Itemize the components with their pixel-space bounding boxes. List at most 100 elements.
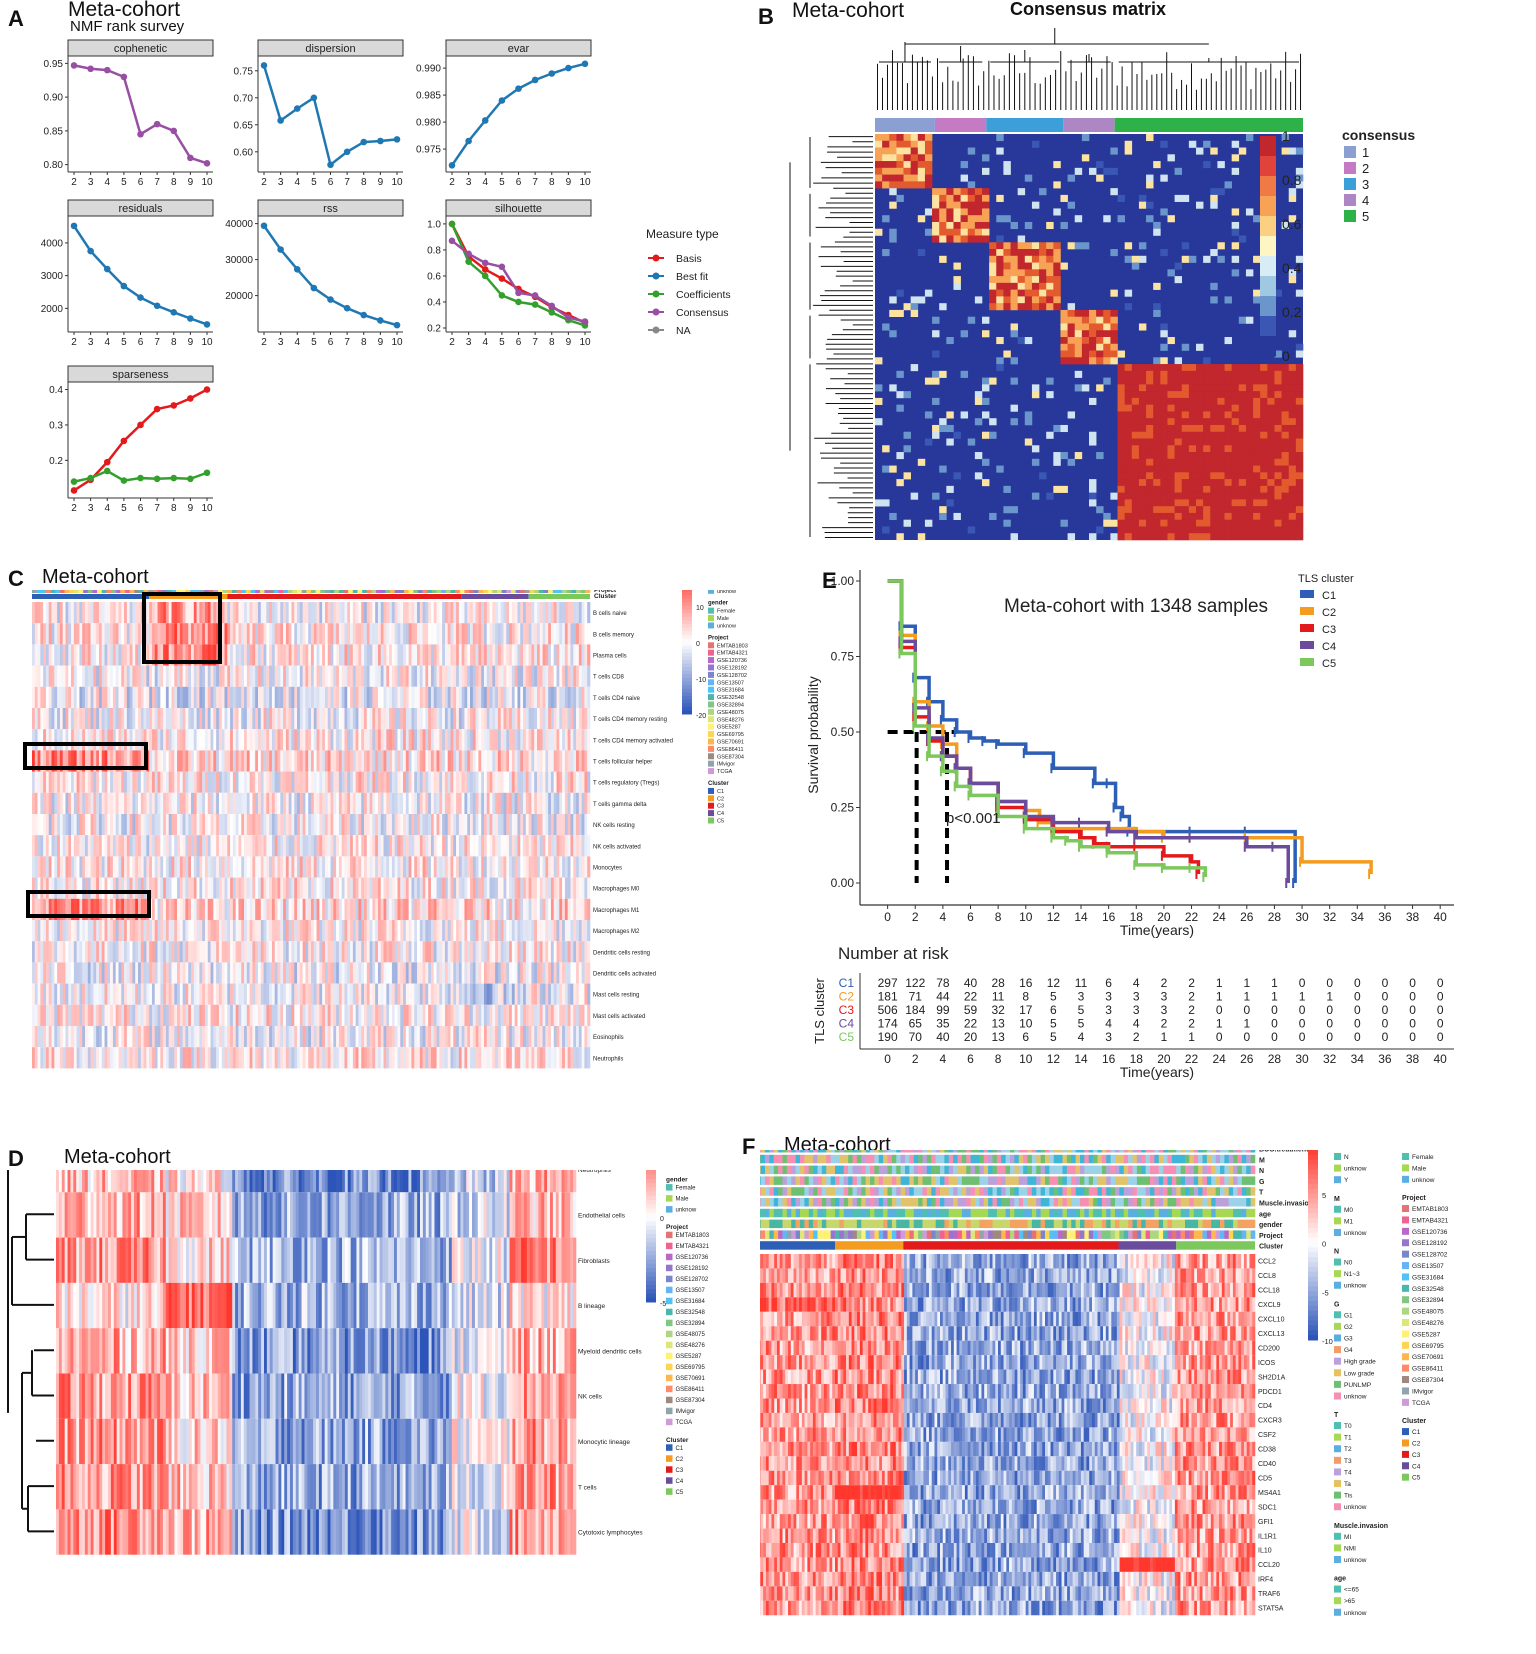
heatmap-cell (397, 814, 401, 836)
heatmap-cell (146, 665, 150, 687)
heatmap-cell (545, 729, 549, 751)
heatmap-cell (1003, 519, 1011, 527)
data-point (203, 159, 211, 167)
heatmap-cell (1253, 445, 1261, 453)
heatmap-cell (302, 856, 306, 878)
x-tick-label: 3 (88, 503, 94, 514)
heatmap-cell (171, 856, 175, 878)
heatmap-cell (350, 771, 354, 793)
data-point (120, 282, 128, 290)
heatmap-cell (495, 835, 499, 857)
heatmap-cell (210, 686, 214, 708)
heatmap-cell (1238, 235, 1247, 243)
heatmap-cell (464, 686, 468, 708)
heatmap-cell (174, 856, 178, 878)
heatmap-cell (305, 665, 309, 687)
heatmap-cell (1167, 485, 1175, 493)
heatmap-cell (171, 686, 175, 708)
heatmap-cell (953, 472, 961, 480)
panel-a-subtitle: NMF rank survey (70, 18, 185, 35)
heatmap-cell (475, 602, 479, 624)
heatmap-cell (319, 856, 323, 878)
heatmap-cell (564, 686, 568, 708)
heatmap-cell (288, 856, 292, 878)
heatmap-cell (43, 644, 47, 666)
heatmap-cell (361, 708, 365, 730)
heatmap-cell (417, 814, 421, 836)
heatmap-cell (1260, 418, 1268, 426)
heatmap-cell (910, 167, 919, 175)
heatmap-cell (271, 792, 276, 814)
heatmap-cell (1224, 499, 1232, 507)
heatmap-cell (470, 835, 474, 857)
heatmap-cell (210, 729, 214, 751)
heatmap-cell (1039, 296, 1047, 304)
heatmap-cell (311, 814, 315, 836)
heatmap-cell (511, 771, 515, 793)
heatmap-cell (171, 708, 175, 730)
heatmap-cell (1238, 316, 1247, 324)
heatmap-cell (578, 750, 582, 772)
data-point (137, 474, 144, 482)
heatmap-cell (1288, 485, 1297, 493)
heatmap-cell (550, 686, 555, 708)
annotation-cell (45, 590, 51, 593)
heatmap-cell (939, 221, 947, 230)
heatmap-cell (497, 686, 502, 708)
heatmap-cell (442, 771, 446, 793)
row-label-t-cells-regulatory-tregs-: T cells regulatory (Tregs) (593, 781, 659, 787)
heatmap-cell (1224, 458, 1232, 466)
heatmap-cell (101, 877, 105, 899)
heatmap-cell (489, 602, 493, 624)
heatmap-cell (87, 623, 91, 645)
heatmap-cell (960, 174, 969, 182)
heatmap-cell (1203, 512, 1211, 520)
heatmap-cell (458, 623, 462, 645)
heatmap-cell (255, 729, 259, 751)
heatmap-cell (305, 792, 309, 814)
heatmap-cell (375, 814, 379, 836)
heatmap-cell (210, 877, 214, 899)
heatmap-cell (564, 623, 568, 645)
heatmap-cell (163, 644, 167, 666)
heatmap-cell (319, 750, 323, 772)
heatmap-cell (1274, 492, 1282, 500)
heatmap-cell (1160, 526, 1168, 534)
heatmap-cell (472, 835, 476, 857)
heatmap-cell (1295, 438, 1304, 446)
heatmap-cell (45, 729, 50, 751)
heatmap-cell (1146, 384, 1154, 392)
annotation-cell (222, 590, 228, 593)
heatmap-cell (269, 792, 273, 814)
heatmap-cell (1174, 445, 1183, 453)
heatmap-cell (1210, 479, 1218, 487)
heatmap-cell (266, 771, 270, 793)
heatmap-cell (520, 750, 524, 772)
heatmap-cell (126, 771, 130, 793)
heatmap-cell (344, 623, 348, 645)
heatmap-cell (263, 729, 267, 751)
heatmap-cell (118, 835, 122, 857)
heatmap-cell (146, 644, 150, 666)
heatmap-cell (135, 771, 139, 793)
heatmap-cell (191, 750, 195, 772)
heatmap-cell (889, 235, 897, 243)
heatmap-cell (478, 835, 482, 857)
heatmap-cell (442, 644, 446, 666)
heatmap-cell (483, 792, 488, 814)
heatmap-cell (391, 877, 395, 899)
heatmap-cell (556, 686, 560, 708)
heatmap-cell (238, 665, 242, 687)
consensus-annotation-2 (934, 118, 987, 132)
data-point (481, 259, 489, 267)
facet-strip-label: cophenetic (114, 43, 168, 55)
heatmap-cell (249, 792, 253, 814)
heatmap-cell (54, 729, 58, 751)
heatmap-cell (377, 602, 382, 624)
heatmap-cell (1146, 404, 1154, 412)
heatmap-cell (87, 771, 91, 793)
heatmap-cell (358, 602, 362, 624)
heatmap-cell (1089, 479, 1097, 487)
heatmap-cell (32, 729, 36, 751)
heatmap-cell (982, 167, 990, 175)
